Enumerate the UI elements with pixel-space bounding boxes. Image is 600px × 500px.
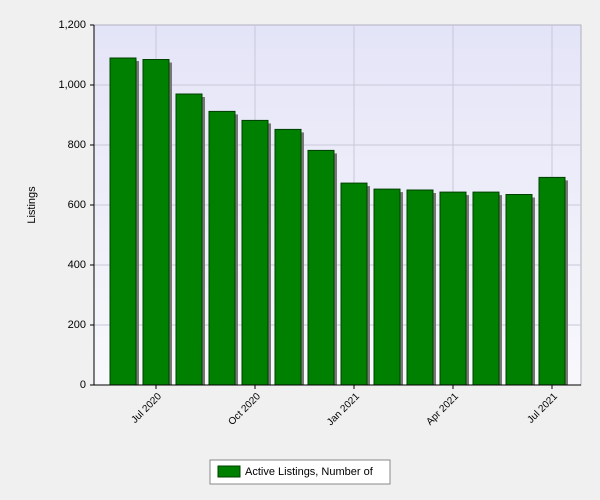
bar <box>538 176 566 386</box>
bar <box>175 93 203 386</box>
bar <box>208 110 236 386</box>
bar <box>439 191 467 386</box>
y-axis-label: Listings <box>26 186 38 224</box>
bar <box>472 191 500 386</box>
bar <box>307 149 335 386</box>
bar <box>505 194 533 386</box>
bar <box>406 189 434 386</box>
y-tick-label: 1,200 <box>58 19 86 31</box>
y-tick-label: 400 <box>68 259 86 271</box>
bar <box>373 188 401 386</box>
legend-swatch <box>217 465 241 478</box>
bar <box>142 59 170 386</box>
bar <box>274 128 302 386</box>
legend-label: Active Listings, Number of <box>245 466 374 478</box>
bar <box>340 182 368 386</box>
bar <box>109 57 137 386</box>
y-tick-label: 800 <box>68 139 86 151</box>
y-tick-label: 200 <box>68 319 86 331</box>
y-tick-label: 0 <box>80 379 86 391</box>
y-tick-label: 600 <box>68 199 86 211</box>
bar <box>241 119 269 386</box>
y-tick-label: 1,000 <box>58 79 86 91</box>
